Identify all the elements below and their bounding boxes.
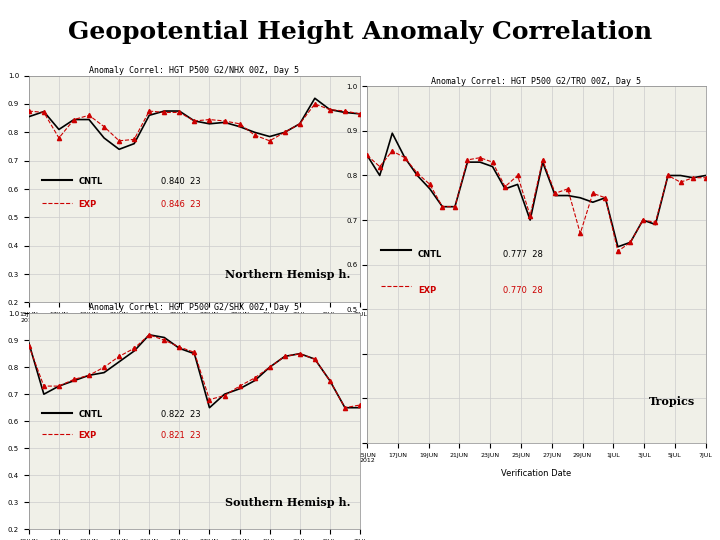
Title: Anomaly Correl: HGT P500 G2/NHX 00Z, Day 5: Anomaly Correl: HGT P500 G2/NHX 00Z, Day…: [89, 66, 300, 75]
X-axis label: Verification Date: Verification Date: [501, 469, 572, 478]
Text: Geopotential Height Anomaly Correlation: Geopotential Height Anomaly Correlation: [68, 21, 652, 44]
Text: Northern Hemisp h.: Northern Hemisp h.: [225, 269, 350, 280]
X-axis label: Verification Date: Verification Date: [159, 328, 230, 338]
Text: 0.846  23: 0.846 23: [161, 200, 201, 209]
Text: CNTL: CNTL: [78, 410, 103, 419]
Text: EXP: EXP: [78, 431, 96, 441]
Title: Anomaly Correl: HGT P500 G2/TRO 00Z, Day 5: Anomaly Correl: HGT P500 G2/TRO 00Z, Day…: [431, 77, 642, 86]
Text: 0.840  23: 0.840 23: [161, 178, 201, 186]
Text: Southern Hemisp h.: Southern Hemisp h.: [225, 497, 350, 508]
Text: CNTL: CNTL: [78, 178, 103, 186]
Text: 0.821  23: 0.821 23: [161, 431, 201, 441]
Text: 0.777  28: 0.777 28: [503, 251, 542, 260]
Text: 0.770  28: 0.770 28: [503, 286, 542, 295]
Text: EXP: EXP: [78, 200, 96, 209]
Title: Anomaly Correl: HGT P500 G2/SHX 00Z, Day 5: Anomaly Correl: HGT P500 G2/SHX 00Z, Day…: [89, 303, 300, 313]
Text: CNTL: CNTL: [418, 251, 442, 260]
Text: 0.822  23: 0.822 23: [161, 410, 201, 419]
Text: EXP: EXP: [418, 286, 436, 295]
Text: Tropics: Tropics: [649, 396, 696, 407]
